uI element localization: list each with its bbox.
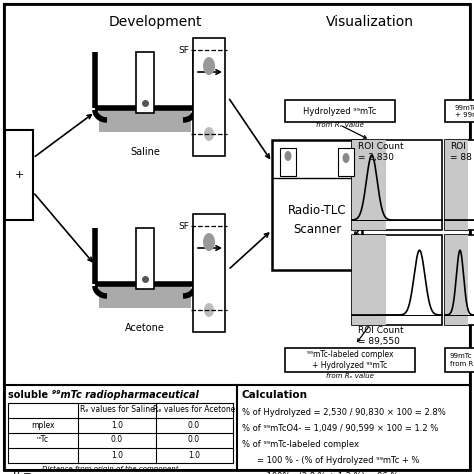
Text: % of Hydrolyzed = 2,530 / 90,830 × 100 = 2.8%: % of Hydrolyzed = 2,530 / 90,830 × 100 =… (242, 408, 446, 417)
Bar (99, 110, 191, 132)
Bar (280, 148, 296, 176)
Text: Saline: Saline (130, 147, 160, 157)
Ellipse shape (204, 303, 214, 317)
Text: Acetone: Acetone (125, 323, 165, 333)
Text: Visualization: Visualization (326, 15, 414, 29)
Text: ⁹⁹mTc-labeled complex
+ Hydrolyzed ⁹⁹mTc: ⁹⁹mTc-labeled complex + Hydrolyzed ⁹⁹mTc (307, 350, 393, 370)
Bar (445, 235, 468, 325)
Ellipse shape (343, 153, 349, 163)
Ellipse shape (203, 57, 215, 75)
Ellipse shape (204, 127, 214, 141)
Text: Development: Development (108, 15, 202, 29)
Ellipse shape (203, 233, 215, 251)
Bar (272, 140, 362, 270)
Text: SF: SF (178, 46, 189, 55)
Bar (352, 140, 442, 230)
Text: Calculation: Calculation (242, 390, 308, 400)
Text: 1.0: 1.0 (111, 450, 123, 459)
Text: SF: SF (178, 221, 189, 230)
Bar (103, 232, 187, 286)
Bar (445, 140, 474, 230)
Bar (338, 148, 354, 176)
Text: 1.0: 1.0 (188, 450, 200, 459)
Bar (352, 235, 386, 325)
Text: % of ⁹⁹mTcO4- = 1,049 / 90,599 × 100 = 1.2 %: % of ⁹⁹mTcO4- = 1,049 / 90,599 × 100 = 1… (242, 424, 438, 433)
Text: from Rₑ value: from Rₑ value (326, 373, 374, 379)
Text: from Rₑ value: from Rₑ value (316, 122, 364, 128)
Text: = 100 % - (% of Hydrolyzed ⁹⁹mTc + %: = 100 % - (% of Hydrolyzed ⁹⁹mTc + % (257, 456, 419, 465)
Text: ROI Count
= 89,550: ROI Count = 89,550 (358, 326, 404, 346)
Text: Distance from origin of the component: Distance from origin of the component (42, 466, 179, 472)
Text: soluble: soluble (8, 390, 52, 400)
Bar (193, 38, 225, 156)
Bar (99, 286, 191, 308)
Text: 0.0: 0.0 (111, 436, 123, 445)
Bar (352, 235, 442, 325)
Text: 0.0: 0.0 (188, 420, 200, 429)
Text: ROI
= 88: ROI = 88 (450, 142, 472, 162)
Bar (136, 52, 154, 113)
Text: Rₑ values for Saline: Rₑ values for Saline (80, 405, 155, 414)
Text: Rₑ values for Acetone: Rₑ values for Acetone (153, 405, 235, 414)
Bar (285, 348, 415, 372)
Text: mplex: mplex (31, 420, 55, 429)
Bar (136, 228, 154, 289)
Text: Radio-TLC
Scanner: Radio-TLC Scanner (288, 204, 346, 236)
Ellipse shape (284, 151, 292, 161)
Bar (352, 140, 386, 230)
Text: +: + (14, 170, 24, 180)
Text: ᵐTc: ᵐTc (37, 436, 49, 445)
Bar (445, 235, 474, 325)
Bar (285, 100, 395, 122)
Text: Hydrolyzed ⁹⁹mTc: Hydrolyzed ⁹⁹mTc (303, 107, 377, 116)
Text: 1.0: 1.0 (111, 420, 123, 429)
Text: ROI Count
= 2,830: ROI Count = 2,830 (358, 142, 404, 162)
Text: 99mTc-
+ 99mT: 99mTc- + 99mT (455, 104, 474, 118)
Text: 99mTc
from R: 99mTc from R (450, 354, 473, 366)
Bar (445, 140, 468, 230)
Bar (103, 56, 187, 110)
Bar (193, 214, 225, 332)
Text: % of ⁹⁹mTc-labeled complex: % of ⁹⁹mTc-labeled complex (242, 440, 359, 449)
Text: 0.0: 0.0 (188, 436, 200, 445)
Text: $R_f$=: $R_f$= (12, 468, 32, 474)
Bar (445, 348, 474, 372)
Bar (5, 130, 33, 220)
Text: ⁹⁹mTc radiopharmaceutical: ⁹⁹mTc radiopharmaceutical (52, 390, 199, 400)
Bar (445, 100, 474, 122)
Text: = 100% - (2.8 % + 1.2 %) = 96 %: = 100% - (2.8 % + 1.2 %) = 96 % (257, 472, 398, 474)
